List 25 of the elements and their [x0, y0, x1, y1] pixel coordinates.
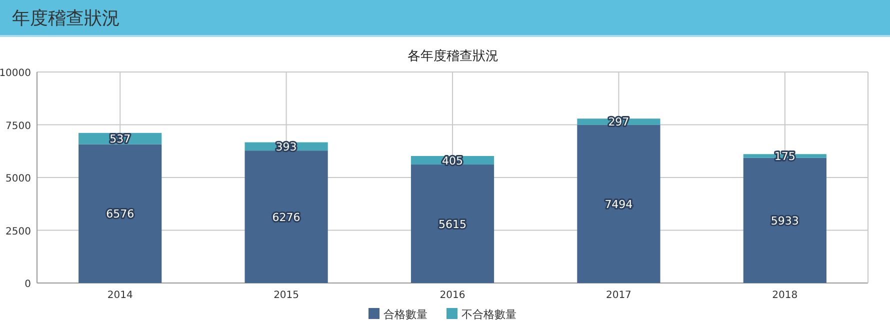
x-tick-label: 2015 — [274, 290, 300, 301]
y-tick-label: 10000 — [0, 68, 31, 79]
x-tick-label: 2017 — [606, 290, 632, 301]
y-tick-label: 5000 — [6, 174, 31, 184]
bar — [410, 164, 494, 283]
x-tick-label: 2014 — [107, 290, 133, 301]
data-label: 405 — [442, 154, 463, 168]
data-label: 6576 — [106, 208, 134, 221]
legend-label: 不合格數量 — [462, 308, 516, 321]
y-tick-label: 2500 — [6, 226, 31, 238]
y-tick-label: 7500 — [6, 120, 31, 132]
data-label: 5933 — [770, 214, 799, 228]
data-label: 6276 — [272, 210, 300, 224]
x-tick-label: 2018 — [772, 290, 798, 301]
data-label: 537 — [110, 132, 131, 146]
chart-subtitle: 各年度稽查狀況 — [408, 48, 498, 64]
x-tick-label: 2016 — [440, 290, 466, 301]
data-label: 7494 — [604, 198, 633, 211]
legend-label: 合格數量 — [384, 308, 428, 321]
bar — [78, 144, 162, 283]
y-tick-label: 0 — [24, 279, 31, 290]
chart-title: 年度稽查狀況 — [12, 8, 120, 29]
data-label: 5615 — [438, 218, 466, 231]
data-label: 393 — [276, 140, 297, 154]
bar — [244, 150, 328, 283]
